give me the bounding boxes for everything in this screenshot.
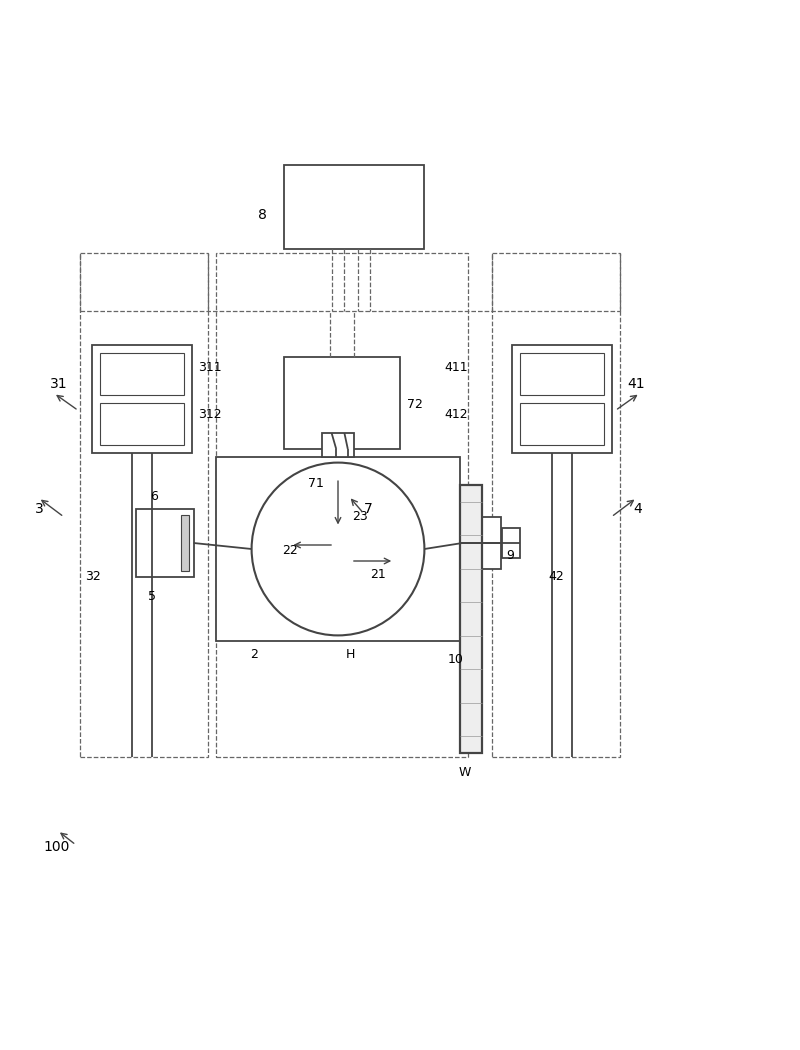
Bar xyxy=(92,345,192,453)
Text: 23: 23 xyxy=(352,510,368,524)
Text: 22: 22 xyxy=(282,544,298,558)
Bar xyxy=(216,457,460,640)
Text: 31: 31 xyxy=(50,377,68,392)
Text: 411: 411 xyxy=(445,361,469,374)
Text: 8: 8 xyxy=(258,208,266,223)
Text: 32: 32 xyxy=(85,570,101,584)
Text: 3: 3 xyxy=(35,502,44,516)
Bar xyxy=(100,353,184,395)
Text: 10: 10 xyxy=(448,653,464,666)
Bar xyxy=(466,522,474,564)
Bar xyxy=(181,516,189,570)
Bar xyxy=(502,528,520,559)
Text: 4: 4 xyxy=(634,502,642,516)
Text: 41: 41 xyxy=(627,377,645,392)
Bar xyxy=(512,345,612,453)
Text: 71: 71 xyxy=(308,477,324,490)
Bar xyxy=(520,353,604,395)
Text: 312: 312 xyxy=(198,408,222,421)
Bar xyxy=(284,357,400,449)
Bar xyxy=(520,403,604,445)
Bar xyxy=(136,509,194,578)
Text: 6: 6 xyxy=(150,490,158,504)
Text: W: W xyxy=(458,766,470,779)
Bar xyxy=(460,485,482,753)
Bar xyxy=(462,517,501,569)
Bar xyxy=(322,433,354,457)
Bar xyxy=(216,253,468,757)
Text: 5: 5 xyxy=(148,590,156,604)
Text: 9: 9 xyxy=(506,549,514,562)
Text: 72: 72 xyxy=(407,399,423,412)
Bar xyxy=(100,403,184,445)
Bar xyxy=(80,253,208,757)
Text: 7: 7 xyxy=(364,502,373,516)
Text: 412: 412 xyxy=(445,408,469,421)
Text: 42: 42 xyxy=(549,570,565,584)
Text: H: H xyxy=(346,648,355,662)
Text: 100: 100 xyxy=(43,840,70,854)
Bar xyxy=(492,253,620,757)
Text: 2: 2 xyxy=(250,648,258,662)
Text: 311: 311 xyxy=(198,361,222,374)
Bar xyxy=(284,165,424,249)
Text: 21: 21 xyxy=(370,568,386,581)
